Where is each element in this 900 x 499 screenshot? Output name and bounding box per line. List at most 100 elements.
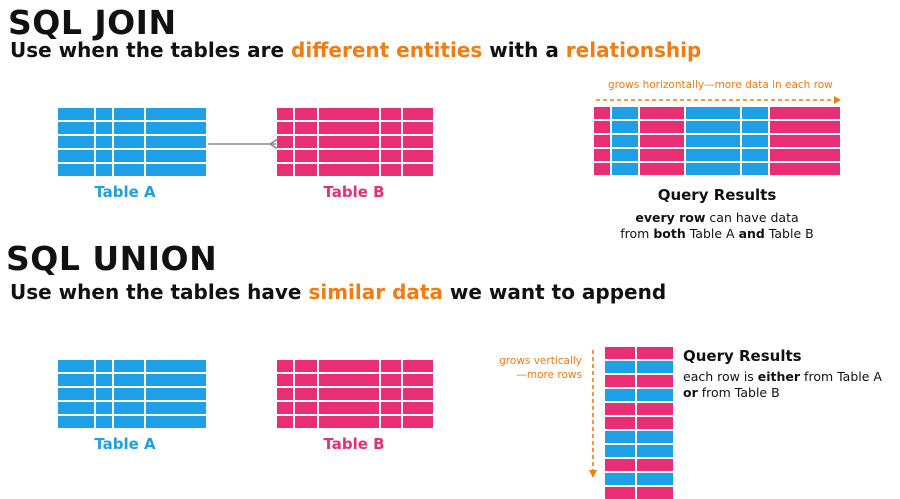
table-cell: [58, 388, 94, 400]
table-cell: [319, 136, 379, 148]
table-cell: [277, 388, 293, 400]
join-subtitle-text-2: with a: [482, 38, 566, 62]
union-results-table: [605, 347, 673, 499]
table-cell: [114, 122, 144, 134]
table-cell: [637, 389, 673, 401]
table-row: [594, 149, 840, 161]
union-results-desc-line-1: each row is either from Table A: [683, 369, 882, 385]
table-cell: [403, 360, 433, 372]
table-cell: [146, 388, 206, 400]
table-row: [594, 121, 840, 133]
table-row: [605, 473, 673, 485]
desc-text: from Table A: [800, 369, 882, 384]
table-cell: [295, 416, 317, 428]
and-bold: and: [738, 226, 765, 241]
table-cell: [605, 347, 635, 359]
table-cell: [403, 374, 433, 386]
union-subtitle: Use when the tables have similar data we…: [10, 282, 666, 302]
union-subtitle-text-2: we want to append: [442, 280, 667, 304]
table-cell: [640, 163, 684, 175]
table-row: [58, 374, 206, 386]
table-cell: [605, 375, 635, 387]
grows-horizontally-label: grows horizontally—more data in each row: [608, 79, 833, 91]
join-table-b: [277, 108, 433, 176]
table-cell: [403, 150, 433, 162]
table-cell: [96, 136, 112, 148]
table-cell: [605, 487, 635, 499]
table-cell: [319, 164, 379, 176]
vertical-arrow-icon: [588, 350, 598, 480]
table-row: [277, 108, 433, 120]
union-results-description: each row is either from Table A or from …: [683, 369, 882, 401]
table-cell: [58, 360, 94, 372]
table-row: [277, 402, 433, 414]
table-cell: [96, 150, 112, 162]
table-row: [605, 459, 673, 471]
either-bold: either: [757, 369, 801, 384]
union-subtitle-text-1: Use when the tables have: [10, 280, 309, 304]
table-cell: [96, 374, 112, 386]
table-cell: [637, 459, 673, 471]
table-cell: [295, 122, 317, 134]
table-cell: [114, 108, 144, 120]
table-cell: [770, 121, 840, 133]
table-cell: [96, 108, 112, 120]
table-cell: [637, 403, 673, 415]
table-cell: [605, 473, 635, 485]
table-cell: [96, 164, 112, 176]
horizontal-arrow-icon: [596, 95, 842, 105]
table-cell: [403, 136, 433, 148]
table-cell: [770, 163, 840, 175]
table-row: [605, 431, 673, 443]
table-row: [58, 150, 206, 162]
table-cell: [381, 360, 401, 372]
both-bold: both: [653, 226, 686, 241]
table-cell: [319, 402, 379, 414]
table-cell: [96, 360, 112, 372]
table-cell: [58, 402, 94, 414]
table-cell: [319, 388, 379, 400]
table-cell: [295, 108, 317, 120]
union-table-a-label: Table A: [94, 435, 156, 453]
table-cell: [277, 150, 293, 162]
desc-text: Table B: [764, 226, 814, 241]
table-cell: [742, 121, 768, 133]
table-cell: [686, 163, 740, 175]
table-cell: [277, 108, 293, 120]
table-cell: [96, 416, 112, 428]
relationship-connector: [208, 139, 280, 153]
desc-text: can have data: [705, 210, 799, 225]
table-cell: [319, 416, 379, 428]
join-table-b-label: Table B: [323, 183, 385, 201]
table-cell: [146, 374, 206, 386]
table-cell: [381, 150, 401, 162]
table-cell: [146, 108, 206, 120]
table-cell: [770, 149, 840, 161]
table-row: [58, 360, 206, 372]
table-cell: [605, 431, 635, 443]
table-cell: [295, 360, 317, 372]
join-results-title: Query Results: [657, 186, 777, 204]
desc-text: from Table B: [697, 385, 780, 400]
table-row: [277, 150, 433, 162]
table-cell: [637, 361, 673, 373]
table-cell: [612, 163, 638, 175]
table-cell: [640, 121, 684, 133]
table-cell: [319, 150, 379, 162]
table-cell: [58, 416, 94, 428]
join-results-desc-line-1: every row can have data: [594, 210, 840, 226]
table-row: [58, 416, 206, 428]
join-table-a-label: Table A: [94, 183, 156, 201]
table-cell: [146, 416, 206, 428]
table-cell: [594, 149, 610, 161]
table-cell: [381, 136, 401, 148]
table-cell: [605, 417, 635, 429]
table-cell: [742, 107, 768, 119]
table-cell: [637, 445, 673, 457]
table-cell: [686, 121, 740, 133]
table-cell: [146, 150, 206, 162]
table-cell: [594, 121, 610, 133]
table-cell: [403, 416, 433, 428]
table-row: [605, 445, 673, 457]
table-cell: [319, 108, 379, 120]
